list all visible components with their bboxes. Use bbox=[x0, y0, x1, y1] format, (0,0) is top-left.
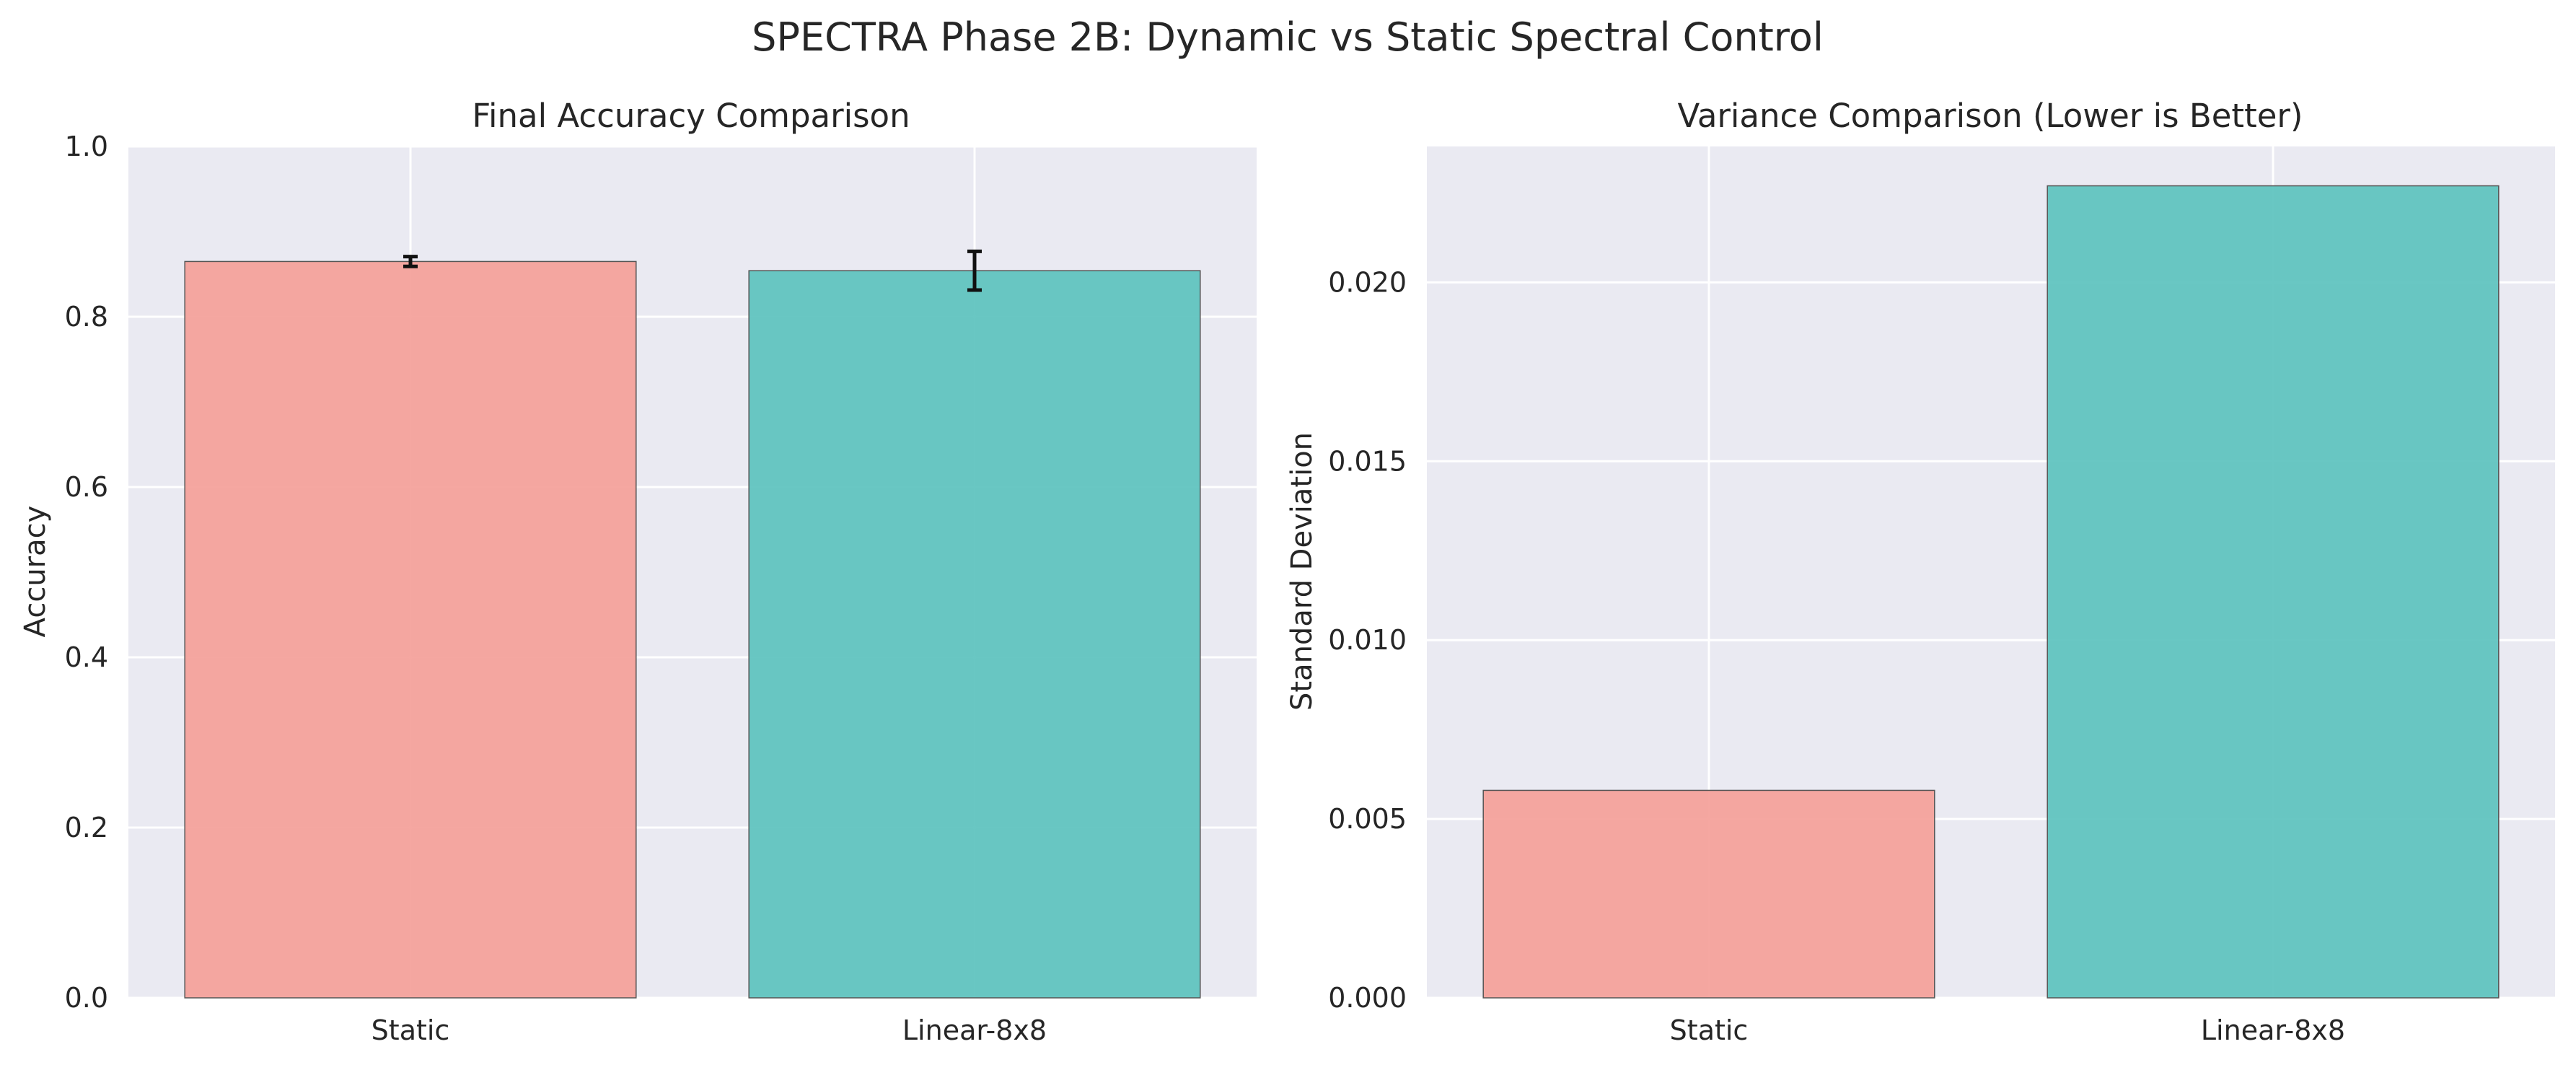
y-tick-label: 0.4 bbox=[65, 641, 108, 673]
y-tick-label: 0.010 bbox=[1328, 624, 1407, 656]
y-tick-label: 0.2 bbox=[65, 812, 108, 843]
y-tick-label: 0.015 bbox=[1328, 445, 1407, 477]
y-tick-label: 0.8 bbox=[65, 301, 108, 333]
error-bar bbox=[967, 249, 982, 292]
y-tick-label: 0.005 bbox=[1328, 803, 1407, 835]
accuracy-chart-title: Final Accuracy Comparison bbox=[472, 97, 910, 135]
accuracy-chart-ylabel: Accuracy bbox=[19, 506, 52, 638]
y-tick-label: 0.6 bbox=[65, 471, 108, 503]
figure-title: SPECTRA Phase 2B: Dynamic vs Static Spec… bbox=[752, 14, 1824, 60]
y-tick-label: 0.0 bbox=[65, 982, 108, 1014]
x-tick-label: Linear-8x8 bbox=[2201, 1014, 2345, 1046]
bar-linear-8x8 bbox=[748, 270, 1201, 999]
x-tick-label: Linear-8x8 bbox=[902, 1014, 1047, 1046]
error-bar bbox=[403, 255, 418, 268]
accuracy-chart: Final Accuracy Comparison Accuracy 0.0 0.… bbox=[19, 97, 1257, 1046]
y-tick-label: 1.0 bbox=[65, 131, 108, 162]
y-tick-label: 0.000 bbox=[1328, 982, 1407, 1014]
bar-static bbox=[184, 260, 637, 999]
variance-chart-ylabel: Standard Deviation bbox=[1285, 432, 1319, 711]
bar-linear-8x8 bbox=[2047, 185, 2500, 999]
bar-static bbox=[1482, 789, 1935, 999]
variance-chart-title: Variance Comparison (Lower is Better) bbox=[1678, 97, 2303, 135]
variance-chart: Variance Comparison (Lower is Better) St… bbox=[1285, 97, 2555, 1046]
y-tick-label: 0.020 bbox=[1328, 266, 1407, 298]
x-tick-label: Static bbox=[1670, 1014, 1749, 1046]
x-tick-label: Static bbox=[372, 1014, 450, 1046]
